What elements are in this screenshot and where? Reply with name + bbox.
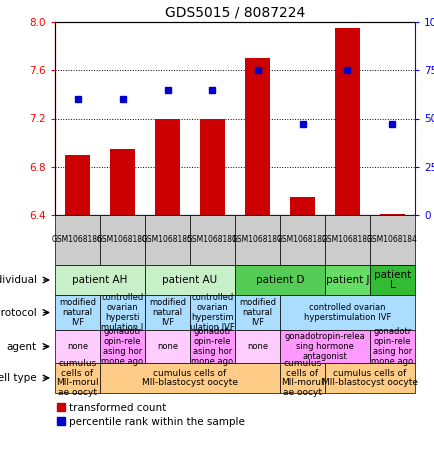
Text: GSM1068187: GSM1068187 — [231, 236, 282, 245]
Bar — [145, 295, 190, 330]
Bar — [200, 119, 224, 215]
Text: patient AU: patient AU — [162, 275, 217, 285]
Bar — [369, 330, 414, 363]
Text: cell type: cell type — [0, 373, 37, 383]
Bar — [55, 363, 100, 393]
Bar — [100, 215, 145, 265]
Text: patient D: patient D — [255, 275, 303, 285]
Title: GDS5015 / 8087224: GDS5015 / 8087224 — [164, 5, 304, 19]
Text: agent: agent — [7, 342, 37, 352]
Bar — [65, 154, 90, 215]
Text: protocol: protocol — [0, 308, 37, 318]
Text: GSM1068185: GSM1068185 — [142, 236, 193, 245]
Text: patient
L: patient L — [373, 270, 410, 290]
Text: GSM1068182: GSM1068182 — [276, 236, 327, 245]
Bar — [234, 215, 279, 265]
Bar — [110, 149, 135, 215]
Text: percentile rank within the sample: percentile rank within the sample — [69, 417, 244, 427]
Bar — [55, 330, 100, 363]
Bar — [145, 265, 234, 295]
Text: cumulus cells of
MII-blastocyst oocyte: cumulus cells of MII-blastocyst oocyte — [321, 369, 417, 387]
Bar — [279, 330, 369, 363]
Text: GSM1068183: GSM1068183 — [321, 236, 372, 245]
Bar — [155, 119, 180, 215]
Text: none: none — [247, 342, 267, 351]
Text: GSM1068180: GSM1068180 — [97, 236, 148, 245]
Bar — [190, 215, 234, 265]
Bar — [245, 58, 269, 215]
Text: controlled
ovarian
hyperstim
ulation IVF: controlled ovarian hyperstim ulation IVF — [190, 294, 234, 332]
Bar — [57, 417, 65, 425]
Bar — [324, 363, 414, 393]
Bar — [55, 215, 100, 265]
Bar — [57, 403, 65, 411]
Text: patient AH: patient AH — [72, 275, 128, 285]
Bar — [100, 363, 279, 393]
Text: patient J: patient J — [325, 275, 368, 285]
Text: modified
natural
IVF: modified natural IVF — [59, 298, 96, 327]
Text: modified
natural
IVF: modified natural IVF — [238, 298, 275, 327]
Bar — [234, 295, 279, 330]
Bar — [234, 265, 324, 295]
Text: GSM1068184: GSM1068184 — [366, 236, 417, 245]
Text: none: none — [67, 342, 88, 351]
Text: individual: individual — [0, 275, 37, 285]
Bar — [334, 28, 359, 215]
Bar — [55, 295, 100, 330]
Bar — [324, 265, 369, 295]
Text: gonadotr
opin-rele
asing hor
mone ago: gonadotr opin-rele asing hor mone ago — [371, 328, 413, 366]
Bar — [55, 265, 145, 295]
Text: GSM1068186: GSM1068186 — [52, 236, 103, 245]
Text: gonadotr
opin-rele
asing hor
mone ago: gonadotr opin-rele asing hor mone ago — [101, 328, 143, 366]
Text: cumulus
cells of
MII-morul
ae oocyt: cumulus cells of MII-morul ae oocyt — [280, 359, 323, 397]
Bar — [100, 330, 145, 363]
Bar — [279, 363, 324, 393]
Text: none: none — [157, 342, 178, 351]
Bar — [369, 265, 414, 295]
Text: controlled ovarian
hyperstimulation IVF: controlled ovarian hyperstimulation IVF — [303, 303, 390, 322]
Bar — [279, 295, 414, 330]
Bar — [190, 330, 234, 363]
Bar — [234, 330, 279, 363]
Text: cumulus cells of
MII-blastocyst oocyte: cumulus cells of MII-blastocyst oocyte — [141, 369, 237, 387]
Bar — [190, 295, 234, 330]
Bar — [379, 214, 404, 215]
Text: cumulus
cells of
MII-morul
ae oocyt: cumulus cells of MII-morul ae oocyt — [56, 359, 99, 397]
Bar — [145, 330, 190, 363]
Text: transformed count: transformed count — [69, 403, 166, 413]
Bar — [289, 197, 314, 215]
Text: controlled
ovarian
hypersti
mulation I: controlled ovarian hypersti mulation I — [101, 294, 143, 332]
Bar — [369, 215, 414, 265]
Text: gonadotropin-relea
sing hormone
antagonist: gonadotropin-relea sing hormone antagoni… — [284, 333, 365, 361]
Bar — [145, 215, 190, 265]
Bar — [100, 295, 145, 330]
Bar — [279, 215, 324, 265]
Bar — [324, 215, 369, 265]
Text: modified
natural
IVF: modified natural IVF — [149, 298, 186, 327]
Text: GSM1068181: GSM1068181 — [187, 236, 237, 245]
Text: gonadotr
opin-rele
asing hor
mone ago: gonadotr opin-rele asing hor mone ago — [191, 328, 233, 366]
